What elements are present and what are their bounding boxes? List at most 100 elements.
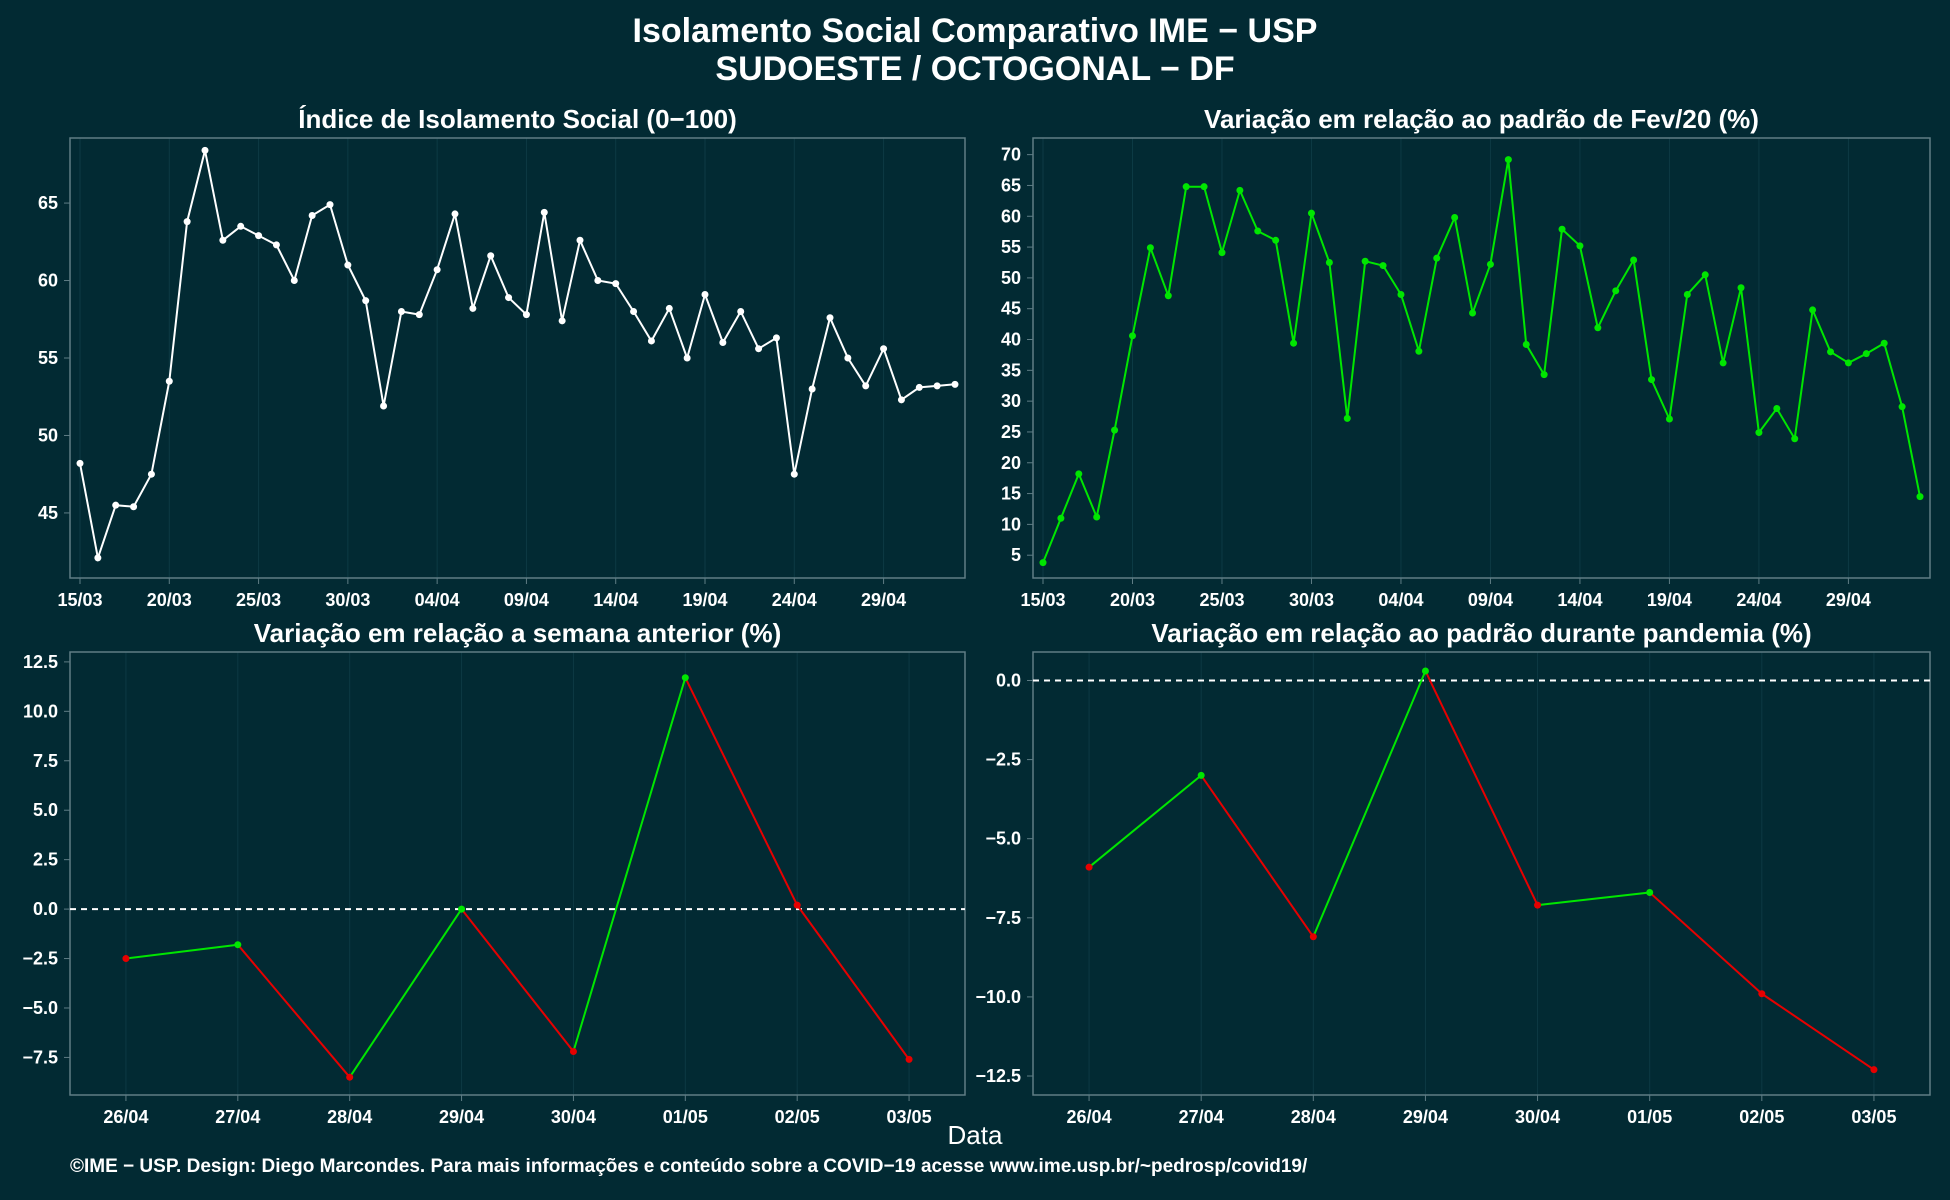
series-line [79,150,956,562]
data-point [793,901,801,909]
x-tick-label: 03/05 [1851,1107,1896,1127]
x-tick-label: 15/03 [57,590,102,610]
data-point [1534,901,1542,909]
figure-title: Isolamento Social Comparativo IME − USP [632,12,1318,50]
data-point [1827,348,1835,356]
data-point [1254,227,1262,235]
data-point [1758,990,1766,998]
data-point [469,304,477,312]
y-tick-label: 10.0 [23,701,58,721]
y-tick-label: 2.5 [33,850,58,870]
chart-panel-3: Variação em relação a semana anterior (%… [22,618,966,1127]
data-point [1576,242,1584,250]
data-point [540,208,548,216]
y-tick-label: 10 [1001,514,1021,534]
y-tick-label: 60 [1001,206,1021,226]
data-point [1469,309,1477,317]
x-tick-label: 26/04 [1067,1107,1112,1127]
data-point [594,277,602,285]
data-point [1594,324,1602,332]
data-point [1898,403,1906,411]
data-point [433,266,441,274]
x-tick-label: 30/03 [325,590,370,610]
data-point [1397,291,1405,299]
y-tick-label: 50 [1001,268,1021,288]
data-point [1773,405,1781,413]
data-point [1361,257,1369,265]
panel-frame [69,137,966,579]
series-line [1042,159,1921,563]
x-tick-label: 04/04 [415,590,460,610]
x-tick-label: 30/03 [1289,590,1334,610]
data-point [147,470,155,478]
data-point [772,334,780,342]
chart-panel-2: Variação em relação ao padrão de Fev/20 … [1001,104,1931,610]
data-point [1182,183,1190,191]
data-point [1755,429,1763,437]
data-point [237,222,245,230]
series-segment [1761,992,1875,1071]
y-tick-label: 0.0 [996,670,1021,690]
x-tick-label: 14/04 [1557,590,1602,610]
data-point [380,402,388,410]
data-point [1057,514,1065,522]
data-point [1379,262,1387,270]
data-point [1737,284,1745,292]
data-point [1307,209,1315,217]
data-point [862,382,870,390]
x-tick-label: 01/05 [663,1107,708,1127]
series-segment [684,677,799,906]
x-tick-label: 27/04 [1179,1107,1224,1127]
data-point [397,308,405,316]
data-point [576,236,584,244]
y-tick-label: 5 [1011,545,1021,565]
data-point [130,503,138,511]
y-tick-label: 45 [1001,299,1021,319]
data-point [1916,493,1924,501]
data-point [1290,339,1298,347]
x-tick-label: 29/04 [861,590,906,610]
data-point [505,294,513,302]
data-point [790,470,798,478]
data-point [569,1047,577,1055]
x-tick-label: 02/05 [775,1107,820,1127]
data-point [880,345,888,353]
x-axis-label: Data [947,1120,1003,1150]
x-tick-label: 29/04 [1403,1107,1448,1127]
data-point [1164,292,1172,300]
panel-title: Variação em relação ao padrão de Fev/20 … [1204,104,1759,134]
data-point [808,385,816,393]
data-point [1236,186,1244,194]
y-tick-label: 65 [38,193,58,213]
data-point [94,554,102,562]
y-tick-label: −5.0 [22,998,58,1018]
y-tick-label: 70 [1001,145,1021,165]
data-point [915,383,923,391]
y-tick-label: 7.5 [33,751,58,771]
y-tick-label: −12.5 [975,1066,1021,1086]
figure-subtitle: SUDOESTE / OCTOGONAL − DF [715,50,1235,88]
data-point [1646,888,1654,896]
data-point [897,396,905,404]
series-segment [1088,774,1202,868]
data-point [1272,236,1280,244]
data-point [681,674,689,682]
x-tick-label: 25/03 [1199,590,1244,610]
x-tick-label: 30/04 [551,1107,596,1127]
data-point [326,201,334,209]
data-point [558,317,566,325]
series-segment [1424,670,1539,906]
data-point [683,354,691,362]
data-point [905,1055,913,1063]
data-point [1665,415,1673,423]
chart-panel-4: Variação em relação ao padrão durante pa… [975,618,1931,1127]
data-point [112,501,120,509]
data-point [1421,667,1429,675]
y-tick-label: −2.5 [985,750,1021,770]
data-point [1612,287,1620,295]
data-point [290,277,298,285]
data-point [1791,435,1799,443]
data-point [630,308,638,316]
x-tick-label: 15/03 [1020,590,1065,610]
data-point [346,1073,354,1081]
